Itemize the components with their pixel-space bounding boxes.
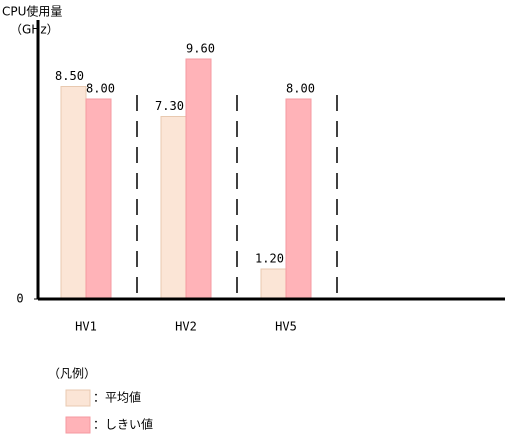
bar (160, 116, 187, 300)
legend-swatch (65, 416, 91, 434)
y-axis-label: CPU使用量 (2, 4, 62, 19)
bar (260, 268, 287, 300)
value-label: 7.30 (155, 99, 184, 113)
value-label: 8.00 (286, 82, 315, 96)
value-label: 8.50 (55, 69, 84, 83)
bar (60, 86, 87, 300)
y-axis-label: （GHz） (10, 23, 59, 37)
legend-label: ：しきい値 (93, 417, 153, 432)
value-label: 9.60 (186, 42, 215, 56)
bar (285, 98, 312, 300)
x-tick-label: HV1 (75, 320, 97, 334)
bar (185, 58, 212, 300)
legend-label: ：平均値 (93, 390, 141, 405)
legend-swatch (65, 389, 91, 407)
x-tick-label: HV2 (175, 320, 197, 334)
bar (85, 98, 112, 300)
y-tick-label: 0 (16, 292, 23, 306)
value-label: 1.20 (255, 252, 284, 266)
value-label: 8.00 (86, 82, 115, 96)
x-tick-label: HV5 (275, 320, 297, 334)
legend-title: （凡例） (48, 367, 96, 381)
